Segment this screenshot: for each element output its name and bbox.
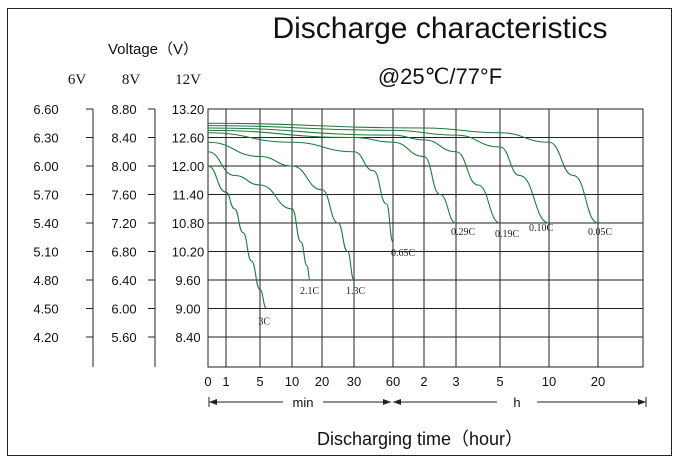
voltage-tick-label: 5.70 [33, 188, 58, 203]
plot-grid [207, 108, 644, 368]
curve-rate-label: 0.19C [495, 229, 520, 240]
x-tick-label: 5 [256, 374, 263, 389]
x-tick-label: 20 [315, 374, 329, 389]
curve-rate-label: 0.65C [391, 248, 416, 259]
x-tick-label: 5 [496, 374, 503, 389]
chart-subtitle: @25℃/77°F [378, 64, 502, 89]
voltage-tick-label: 10.20 [172, 245, 205, 260]
voltage-tick-label: 10.80 [172, 216, 205, 231]
voltage-tick-label: 5.40 [33, 216, 58, 231]
discharge-curve [207, 129, 457, 224]
voltage-tick-label: 6.80 [111, 245, 136, 260]
voltage-tick-label: 9.00 [175, 302, 200, 317]
x-tick-label: 30 [347, 374, 361, 389]
discharge-curve [207, 165, 267, 310]
voltage-tick-label: 8.00 [111, 159, 136, 174]
curve-rate-label: 1.3C [346, 286, 366, 297]
curve-rate-label: 2.1C [300, 286, 320, 297]
discharge-curve [207, 141, 355, 281]
curve-rate-label: 3C [258, 317, 270, 328]
discharge-curve [207, 132, 394, 243]
time-unit-arrows: min h [208, 395, 647, 410]
x-tick-label: 60 [386, 374, 400, 389]
voltage-tick-label: 6.00 [33, 159, 58, 174]
x-axis-label: Discharging time（hour） [317, 429, 523, 449]
voltage-scale-header: 6V [68, 72, 87, 88]
voltage-tick-label: 12.00 [172, 159, 205, 174]
voltage-scales: 6V 6.60 6.30 6.00 5.70 5.40 5.10 4.80 4.50 4.20 8V… [33, 72, 204, 367]
voltage-tick-label: 5.10 [33, 245, 58, 260]
x-tick-label: 2 [420, 374, 427, 389]
unit-arrow-head [209, 399, 217, 405]
x-tick-label: 10 [542, 374, 556, 389]
voltage-tick-label: 7.60 [111, 188, 136, 203]
curve-rate-label: 0.05C [588, 227, 613, 238]
voltage-tick-label: 8.40 [111, 131, 136, 146]
unit-arrow-head [638, 399, 646, 405]
time-unit-label: min [293, 395, 314, 410]
voltage-tick-label: 11.40 [172, 188, 204, 203]
discharge-curves: 3C 2.1C 1.3C 0.65C 0.29C 0.19C 0.10C 0.05C [207, 122, 613, 328]
curve-rate-label: 0.10C [529, 223, 554, 234]
plot-border [207, 108, 644, 368]
voltage-tick-label: 12.60 [172, 131, 205, 146]
voltage-tick-label: 6.40 [111, 273, 136, 288]
voltage-tick-label: 13.20 [172, 102, 205, 117]
chart-frame [7, 8, 672, 456]
voltage-tick-label: 6.30 [33, 131, 58, 146]
voltage-tick-label: 5.60 [111, 330, 136, 345]
voltage-scale-header: 8V [122, 72, 141, 88]
unit-arrow-head [393, 399, 401, 405]
voltage-tick-label: 9.60 [175, 273, 200, 288]
discharge-curve [207, 122, 599, 224]
x-tick-label: 10 [285, 374, 299, 389]
discharge-curve [207, 151, 311, 281]
discharge-curve [207, 125, 550, 224]
voltage-tick-label: 4.50 [33, 302, 58, 317]
voltage-tick-label: 6.00 [111, 302, 136, 317]
voltage-tick-label: 8.80 [111, 102, 136, 117]
x-tick-label: 20 [591, 374, 605, 389]
voltage-tick-label: 4.80 [33, 273, 58, 288]
x-tick-label: 3 [452, 374, 459, 389]
x-tick-labels: 0 1 5 10 20 30 60 2 3 5 10 20 [204, 374, 605, 389]
chart-title: Discharge characteristics [272, 12, 607, 45]
time-unit-label: h [513, 395, 520, 410]
x-tick-label: 0 [204, 374, 211, 389]
unit-arrow-head [383, 399, 391, 405]
discharge-curve [207, 127, 501, 224]
y-axis-label: Voltage（V） [108, 41, 198, 58]
voltage-scale-header: 12V [175, 72, 201, 88]
curve-rate-label: 0.29C [451, 227, 476, 238]
voltage-tick-label: 6.60 [33, 102, 58, 117]
voltage-tick-label: 7.20 [111, 216, 136, 231]
voltage-tick-label: 4.20 [33, 330, 58, 345]
voltage-tick-label: 8.40 [175, 330, 200, 345]
x-tick-label: 1 [222, 374, 229, 389]
